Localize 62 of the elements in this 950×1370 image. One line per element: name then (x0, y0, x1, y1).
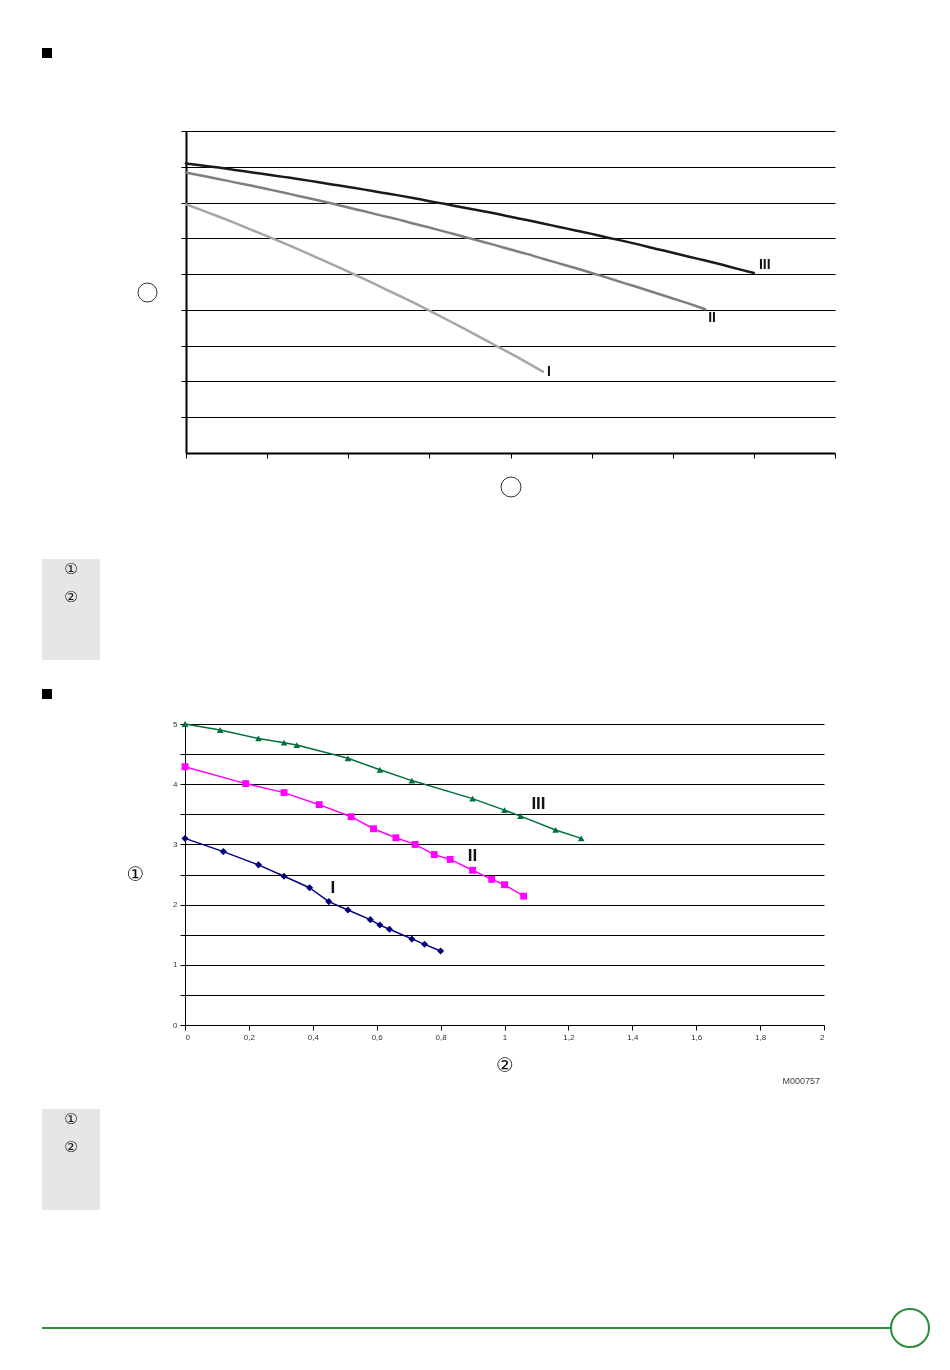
x-tick-label: 0 (185, 1032, 191, 1042)
point (430, 851, 438, 859)
point (421, 940, 429, 948)
point (293, 742, 301, 748)
point (517, 813, 524, 820)
point (488, 875, 496, 883)
point (344, 906, 352, 914)
text: M000757 (782, 1075, 820, 1087)
x-tick-label: 1,4 (627, 1032, 639, 1042)
series-label: III (758, 255, 771, 272)
x-tick-label: 0,8 (435, 1032, 448, 1042)
y-tick-label: 3 (173, 839, 179, 849)
point (370, 825, 377, 833)
point (315, 801, 323, 809)
y-tick-label: 0 (173, 1020, 179, 1030)
x-tick-label: 0,4 (307, 1032, 320, 1042)
point (501, 881, 508, 889)
point (469, 795, 476, 802)
point (446, 856, 454, 863)
point (392, 834, 400, 842)
text: ② (63, 587, 79, 607)
x-axis-title: ② (496, 1052, 514, 1077)
point (501, 807, 508, 813)
x-tick-label: 0,6 (371, 1032, 384, 1042)
point (216, 727, 224, 733)
y-tick-label: 2 (173, 900, 179, 910)
point (437, 947, 445, 955)
text: ① (63, 559, 79, 579)
point (280, 739, 288, 746)
point (376, 921, 384, 929)
series-label: III (531, 794, 546, 814)
point (376, 766, 384, 773)
point (280, 872, 288, 880)
point (469, 866, 476, 874)
y-tick-label: 5 (173, 719, 179, 729)
x-tick-label: 1,6 (691, 1032, 703, 1042)
point (408, 935, 416, 943)
point (520, 892, 528, 900)
x-tick-label: 2 (820, 1032, 826, 1042)
point (552, 827, 559, 833)
y-tick-label: 4 (173, 779, 179, 789)
point (219, 848, 227, 856)
point (385, 925, 394, 933)
point (344, 755, 352, 762)
x-tick-label: 1,2 (563, 1032, 576, 1042)
point (347, 813, 355, 821)
text: ① (63, 1109, 79, 1129)
x-tick-label: 1,8 (755, 1032, 767, 1042)
y-tick-label: 1 (173, 960, 179, 970)
series-label: I (330, 877, 336, 897)
text: ② (63, 1137, 79, 1157)
series-label: I (546, 362, 551, 379)
x-tick-label: 1 (502, 1032, 508, 1042)
point (325, 898, 333, 906)
point (254, 861, 263, 869)
series-label: II (708, 309, 716, 326)
x-tick-label: 0,2 (243, 1032, 256, 1042)
series-label: II (467, 846, 478, 866)
y-axis-title: ① (126, 862, 145, 886)
point (366, 916, 374, 924)
point (306, 884, 314, 892)
point (242, 780, 250, 788)
